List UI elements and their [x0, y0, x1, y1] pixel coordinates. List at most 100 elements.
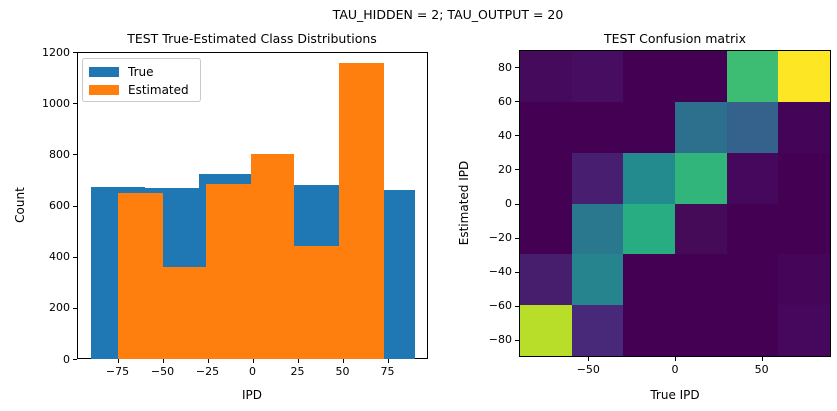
confusion-matrix-x-tick: [588, 357, 590, 361]
heatmap-cell: [726, 203, 779, 255]
heatmap-cell: [571, 203, 624, 255]
confusion-matrix-x-tick-label: 50: [754, 363, 769, 376]
heatmap-cell: [520, 51, 573, 103]
hist-bar-estimated: [293, 245, 339, 359]
confusion-matrix-y-tick: [515, 271, 519, 273]
figure-suptitle: TAU_HIDDEN = 2; TAU_OUTPUT = 20: [332, 7, 564, 22]
histogram-y-tick-label: 800: [49, 147, 70, 161]
histogram-x-tick: [207, 359, 209, 363]
confusion-matrix-x-tick-label: 0: [671, 363, 679, 376]
heatmap-cell: [726, 254, 779, 306]
heatmap-cell: [520, 305, 573, 357]
histogram-axes: [77, 52, 428, 359]
confusion-matrix-title: TEST Confusion matrix: [604, 31, 746, 46]
heatmap-cell: [623, 305, 676, 357]
heatmap-cell: [778, 305, 831, 357]
histogram-y-tick: [73, 205, 77, 207]
confusion-matrix-y-tick: [515, 203, 519, 205]
histogram-xlabel: IPD: [241, 388, 263, 402]
legend-label-true: True: [128, 65, 154, 79]
histogram-y-tick: [73, 307, 77, 309]
confusion-matrix-y-tick-label: −60: [488, 299, 512, 313]
confusion-matrix-axes: [519, 50, 831, 357]
histogram-y-tick: [73, 103, 77, 105]
histogram-x-tick-label: 25: [290, 365, 305, 378]
hist-bar-estimated: [117, 192, 163, 359]
heatmap-cell: [726, 305, 779, 357]
confusion-matrix-y-tick-label: 40: [498, 128, 512, 142]
legend-label-estimated: Estimated: [128, 83, 189, 97]
heatmap-cell: [623, 203, 676, 255]
hist-bar-estimated: [338, 63, 384, 359]
confusion-matrix-y-tick-label: 20: [498, 162, 512, 176]
heatmap-cell: [778, 51, 831, 103]
heatmap-cell: [623, 254, 676, 306]
heatmap-cell: [675, 254, 728, 306]
histogram-x-tick-label: 75: [380, 365, 395, 378]
confusion-matrix-y-tick: [515, 101, 519, 103]
heatmap-cell: [520, 152, 573, 204]
histogram-x-tick: [297, 359, 299, 363]
heatmap-cell: [520, 203, 573, 255]
histogram-x-tick-label: −25: [195, 365, 220, 378]
histogram-y-tick-label: 0: [63, 352, 70, 366]
confusion-matrix-y-tick: [515, 305, 519, 307]
heatmap-cell: [675, 203, 728, 255]
confusion-matrix-y-tick: [515, 169, 519, 171]
heatmap-cell: [675, 51, 728, 103]
histogram-y-tick-label: 400: [49, 250, 70, 264]
confusion-matrix-y-tick-label: 60: [498, 94, 512, 108]
confusion-matrix-x-tick: [675, 357, 676, 361]
heatmap-cell: [778, 203, 831, 255]
confusion-matrix-y-tick-label: 80: [498, 60, 512, 74]
heatmap-cell: [623, 101, 676, 154]
histogram-y-tick-label: 1200: [42, 45, 70, 59]
histogram-title: TEST True-Estimated Class Distributions: [127, 31, 377, 46]
histogram-x-tick: [342, 359, 344, 363]
heatmap-cell: [778, 101, 831, 154]
histogram-x-tick: [252, 359, 254, 363]
confusion-matrix-x-tick: [761, 357, 763, 361]
confusion-matrix-y-tick-label: −80: [488, 333, 512, 347]
heatmap-cell: [726, 51, 779, 103]
confusion-matrix-y-tick: [515, 237, 519, 239]
heatmap-cell: [571, 254, 624, 306]
histogram-x-tick: [162, 359, 164, 363]
legend-swatch-true-icon: [89, 67, 119, 77]
histogram-y-tick-label: 200: [49, 301, 70, 315]
hist-bar-estimated: [162, 266, 206, 359]
histogram-y-tick: [73, 359, 77, 360]
histogram-y-tick: [73, 256, 77, 258]
heatmap-cell: [571, 101, 624, 154]
confusion-matrix-y-tick-label: 0: [505, 197, 512, 210]
heatmap-cell: [623, 152, 676, 204]
heatmap-cell: [778, 254, 831, 306]
histogram-y-tick: [73, 52, 77, 53]
heatmap-cell: [778, 152, 831, 204]
confusion-matrix-x-tick-label: −50: [576, 363, 600, 376]
confusion-matrix-y-tick: [515, 339, 519, 341]
confusion-matrix-xlabel: True IPD: [650, 388, 700, 402]
heatmap-cell: [726, 152, 779, 204]
heatmap-cell: [520, 254, 573, 306]
legend-swatch-estimated-icon: [89, 85, 119, 95]
confusion-matrix-y-tick: [515, 67, 519, 69]
histogram-y-tick-label: 1000: [42, 96, 70, 110]
histogram-y-tick: [73, 154, 77, 156]
confusion-matrix-y-tick-label: −40: [488, 265, 512, 279]
hist-bar-estimated: [250, 154, 294, 359]
hist-bar-estimated: [205, 184, 251, 359]
histogram-y-tick-label: 600: [49, 199, 70, 212]
heatmap-cell: [571, 152, 624, 204]
histogram-x-tick-label: 0: [249, 365, 256, 378]
histogram-x-tick: [117, 359, 119, 363]
heatmap-cell: [675, 101, 728, 154]
confusion-matrix-y-tick-label: −20: [488, 231, 512, 245]
histogram-x-tick-label: 50: [335, 365, 350, 378]
histogram-x-tick-label: −50: [150, 365, 175, 378]
heatmap-cell: [675, 305, 728, 357]
confusion-matrix-y-tick: [515, 135, 519, 137]
heatmap-cell: [675, 152, 728, 204]
heatmap-cell: [520, 101, 573, 154]
